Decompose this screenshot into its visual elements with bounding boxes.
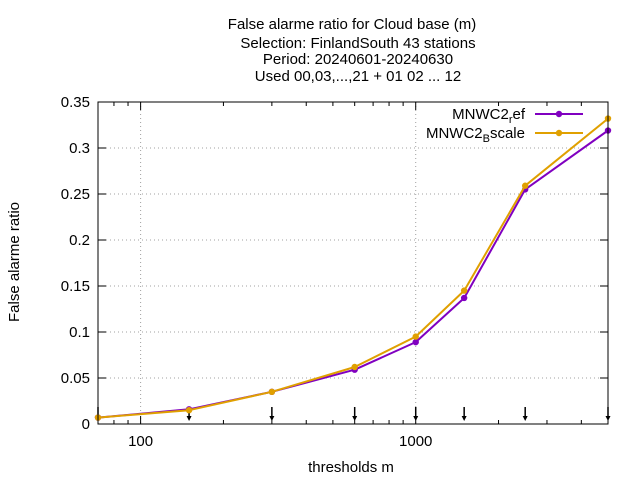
y-tick-label: 0.1 — [69, 324, 90, 341]
legend-label: MNWC2ref — [452, 106, 526, 126]
data-point — [351, 363, 358, 371]
chart-title-line-3: Period: 20240601-20240630 — [263, 51, 453, 68]
data-point — [460, 294, 468, 302]
series-line — [97, 117, 609, 419]
data-point — [412, 338, 419, 346]
x-tick-label: 1000 — [399, 433, 432, 450]
data-point — [268, 388, 276, 395]
x-axis-label: thresholds m — [308, 459, 394, 476]
chart-title-line-1: False alarme ratio for Cloud base (m) — [228, 16, 476, 33]
x-tick-label: 100 — [128, 433, 153, 450]
y-tick-label: 0.05 — [61, 370, 90, 387]
chart-title-line-4: Used 00,03,...,21 + 01 02 ... 12 — [255, 68, 461, 85]
legend-item: MNWC2Bscale — [426, 125, 583, 145]
series-2 — [94, 115, 612, 421]
x-tick-labels: 100 1000 — [128, 433, 432, 450]
legend-marker — [555, 129, 563, 137]
y-tick-labels: 0 0.05 0.1 0.15 0.2 0.25 0.3 0.35 — [61, 94, 90, 433]
axis-ticks — [97, 101, 609, 425]
data-point — [185, 407, 193, 414]
threshold-marker — [522, 407, 528, 421]
y-axis-label: False alarme ratio — [6, 202, 23, 322]
threshold-marker — [352, 407, 358, 421]
y-tick-label: 0.25 — [61, 186, 90, 203]
y-tick-label: 0.2 — [69, 232, 90, 249]
series-layer — [94, 115, 612, 421]
data-point — [521, 182, 529, 189]
y-tick-label: 0.15 — [61, 278, 90, 295]
chart-title: False alarme ratio for Cloud base (m) Se… — [228, 16, 476, 85]
legend-label: MNWC2Bscale — [426, 125, 525, 145]
threshold-marker — [461, 407, 467, 421]
threshold-marker — [269, 407, 275, 421]
legend-item: MNWC2ref — [452, 106, 583, 126]
plot-frame — [97, 101, 609, 425]
series-1 — [94, 127, 612, 421]
y-tick-label: 0.3 — [69, 140, 90, 157]
y-tick-label: 0.35 — [61, 94, 90, 111]
grid — [98, 102, 608, 424]
chart-title-line-2: Selection: FinlandSouth 43 stations — [240, 35, 475, 52]
legend-marker — [555, 110, 563, 118]
threshold-markers — [95, 407, 611, 421]
y-tick-label: 0 — [82, 416, 90, 433]
data-point — [412, 333, 419, 340]
series-line — [97, 129, 609, 419]
data-point — [460, 287, 468, 294]
